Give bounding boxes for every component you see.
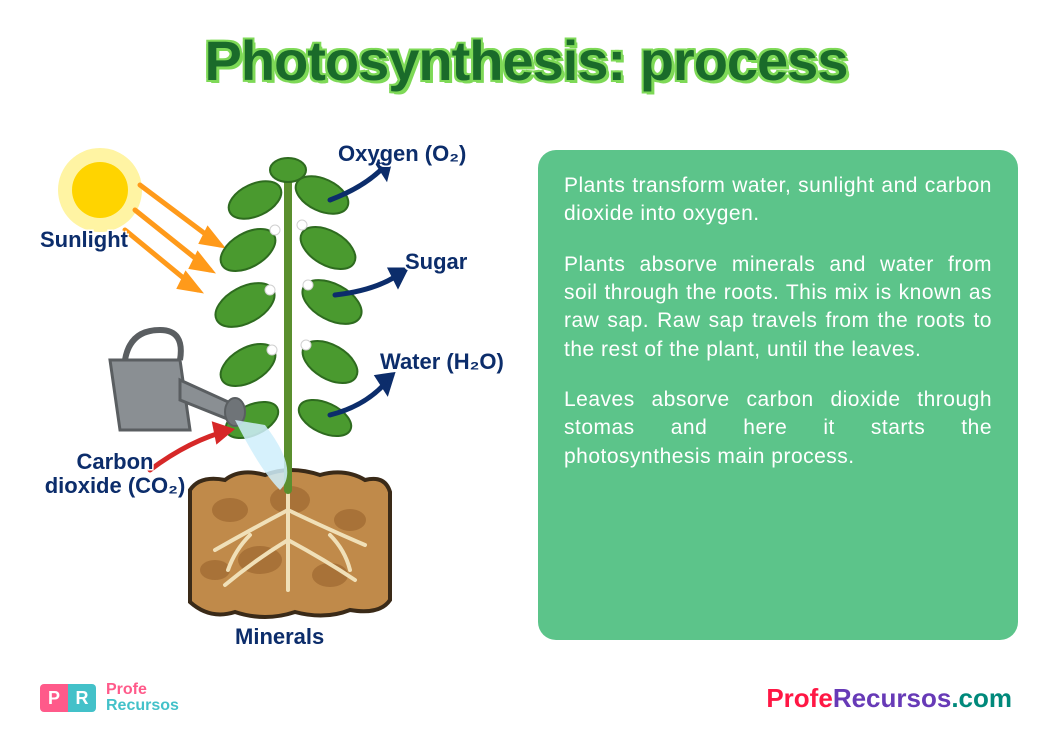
description-paragraph-3: Leaves absorve carbon dioxide through st…	[564, 386, 992, 471]
logo-badge-icon: P R	[40, 684, 96, 712]
label-water: Water (H₂O)	[380, 350, 504, 374]
url-part3: .com	[951, 683, 1012, 713]
url-part2: Recursos	[833, 683, 952, 713]
label-carbon-dioxide: Carbon dioxide (CO₂)	[40, 450, 190, 498]
diagram-svg	[30, 130, 510, 680]
sun-icon	[58, 148, 142, 232]
footer-right-url: ProfeRecursos.com	[766, 683, 1012, 714]
label-sugar: Sugar	[405, 250, 467, 274]
footer-left-logo: P R Profe Recursos	[40, 682, 179, 714]
photosynthesis-diagram: Sunlight Oxygen (O₂) Sugar Water (H₂O) C…	[30, 130, 510, 680]
badge-p: P	[40, 684, 68, 712]
label-sunlight: Sunlight	[40, 228, 128, 252]
label-oxygen: Oxygen (O₂)	[338, 142, 466, 166]
brand-text: Profe Recursos	[106, 682, 179, 714]
brand-line2: Recursos	[106, 698, 179, 714]
page-title: Photosynthesis: process	[0, 28, 1052, 93]
label-co2-line2: dioxide (CO₂)	[45, 473, 186, 498]
sugar-arrow-icon	[335, 270, 405, 295]
description-paragraph-2: Plants absorve minerals and water from s…	[564, 251, 992, 364]
label-minerals: Minerals	[235, 625, 324, 649]
brand-line1: Profe	[106, 682, 179, 698]
description-panel: Plants transform water, sunlight and car…	[538, 150, 1018, 640]
description-paragraph-1: Plants transform water, sunlight and car…	[564, 172, 992, 229]
label-co2-line1: Carbon	[77, 449, 154, 474]
plant-icon	[208, 158, 368, 490]
url-part1: Profe	[766, 683, 832, 713]
badge-r: R	[68, 684, 96, 712]
